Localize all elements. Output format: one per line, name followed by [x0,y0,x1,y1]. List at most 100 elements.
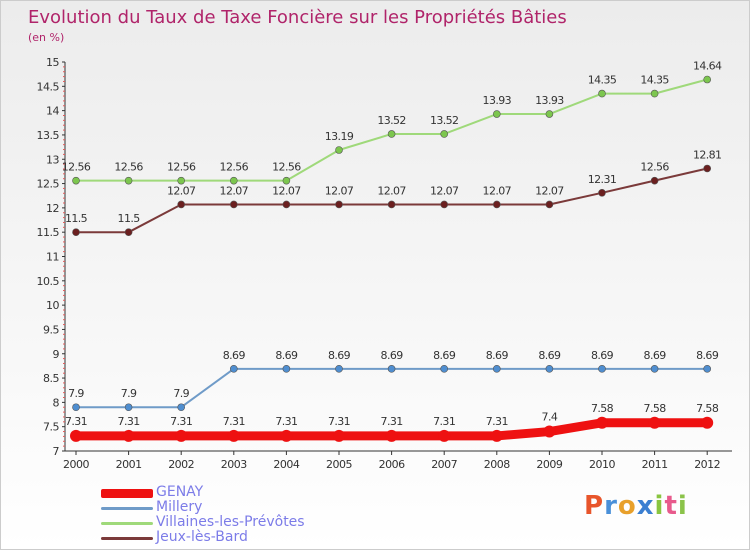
data-point [177,200,185,209]
x-tick-label: 2007 [431,458,457,471]
data-point [385,429,398,442]
data-point [72,176,80,185]
data-point [230,365,238,373]
logo-letter: P [584,491,605,521]
x-tick-label: 2011 [642,458,668,471]
y-tick-label: 9.5 [43,323,59,336]
data-label: 12.07 [325,184,354,197]
y-tick-label: 13.5 [37,129,60,142]
logo-letter: r [604,491,618,521]
data-label: 7.9 [121,387,137,400]
data-label: 7.31 [433,415,455,428]
data-point [177,403,185,412]
data-point [227,429,240,442]
data-label: 8.69 [223,349,246,362]
y-tick-label: 10 [46,299,59,312]
data-point [440,200,449,209]
data-label: 12.07 [377,184,406,197]
data-point [122,429,135,442]
data-label: 7.31 [486,415,508,428]
data-label: 12.07 [430,184,459,197]
y-tick-label: 9 [53,348,60,361]
data-label: 12.56 [272,161,301,174]
data-label: 12.31 [588,173,617,186]
unit-label: (en %) [28,31,65,44]
data-label: 7.31 [170,415,192,428]
x-tick-label: 2005 [326,458,352,471]
legend-swatch [101,536,153,540]
data-label: 12.56 [640,161,669,174]
data-label: 12.07 [483,184,512,197]
data-point [598,89,606,98]
logo-letter: i [677,491,688,521]
logo-letter: i [654,491,665,521]
x-tick-label: 2010 [589,458,615,471]
logo-letter: o [617,491,637,521]
data-point [438,429,451,442]
proxiti-logo: Proxiti [584,491,688,521]
logo-letter: x [636,491,655,521]
data-label: 13.52 [377,114,406,127]
data-point [124,403,133,412]
x-tick-label: 2012 [694,458,720,471]
data-label: 7.31 [275,415,297,428]
data-point [175,429,188,442]
legend-label: Millery [156,499,203,515]
data-label: 14.35 [640,74,669,87]
data-point [387,200,396,209]
data-point [124,228,133,236]
data-label: 13.93 [535,94,564,107]
data-point [280,429,293,442]
data-label: 7.31 [65,415,87,428]
data-label: 7.4 [542,411,558,424]
data-point [124,176,133,185]
data-point [333,429,345,442]
data-point [440,130,449,138]
data-label: 8.69 [538,349,561,362]
data-label: 8.69 [696,349,719,362]
data-point [650,89,659,98]
data-label: 12.07 [220,184,249,197]
data-label: 8.69 [433,349,456,362]
x-tick-label: 2001 [116,458,142,471]
data-label: 12.07 [167,184,196,197]
y-tick-label: 12.5 [37,178,60,191]
data-label: 12.07 [272,184,301,197]
data-point [703,365,712,373]
y-tick-label: 14.5 [37,80,60,93]
data-point [545,200,554,209]
data-point [335,146,343,154]
x-tick-label: 2000 [63,458,89,471]
data-label: 13.19 [325,130,354,143]
data-point [177,176,185,185]
legend-label: GENAY [156,484,204,500]
y-tick-label: 7.5 [43,421,59,434]
y-tick-label: 14 [46,105,59,118]
y-tick-label: 12 [46,202,59,215]
data-label: 11.5 [118,212,141,225]
data-point [545,365,554,373]
data-label: 7.31 [381,415,403,428]
data-label: 14.64 [693,60,722,73]
data-point [596,416,608,429]
legend-label: Jeux-lès-Bard [156,529,248,545]
data-point [72,228,80,236]
data-point [282,200,291,209]
data-label: 7.9 [173,387,189,400]
data-label: 12.81 [693,148,722,161]
data-label: 7.58 [644,402,667,415]
data-label: 7.9 [68,387,84,400]
y-tick-label: 8 [53,396,60,409]
data-label: 7.31 [223,415,245,428]
data-point [282,176,291,185]
data-label: 12.56 [167,161,196,174]
data-label: 8.69 [328,349,351,362]
chart-title: Evolution du Taux de Taxe Foncière sur l… [28,7,567,28]
data-point [70,429,82,442]
y-tick-label: 15 [46,56,59,69]
x-tick-label: 2009 [536,458,562,471]
data-label: 7.58 [696,402,719,415]
data-point [703,164,712,173]
data-point [335,200,343,209]
legend-swatch [101,488,153,498]
